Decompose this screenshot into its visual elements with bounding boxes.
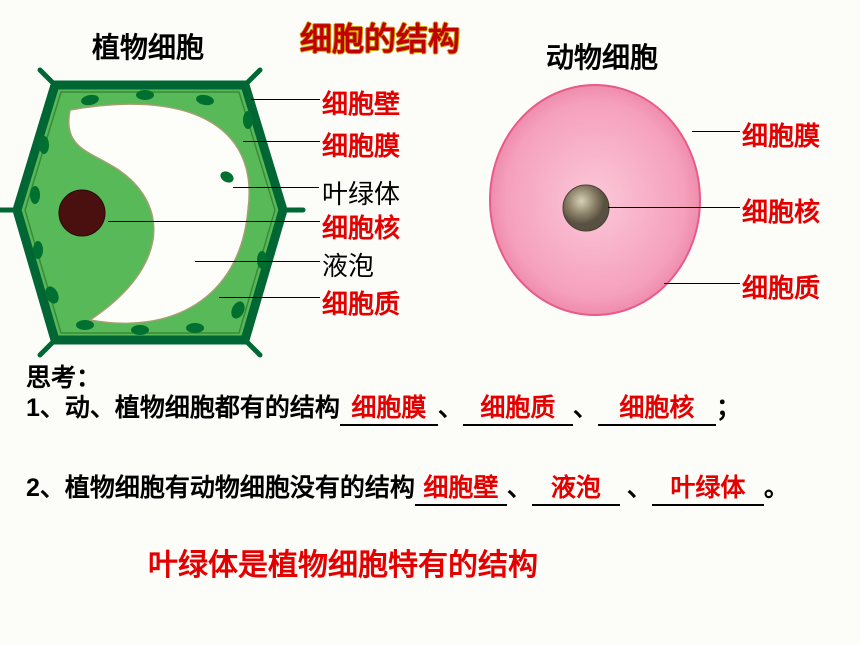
q1-answer-3: 细胞核 [619, 394, 694, 422]
label-cell-wall: 细胞壁 [322, 84, 400, 121]
question-1: 1、动、植物细胞都有的结构细胞膜、细胞质、细胞核； [26, 388, 846, 426]
leader-line [219, 297, 320, 298]
q1-answer-1: 细胞膜 [351, 394, 426, 422]
leader-line [664, 283, 740, 284]
q1-answer-2: 细胞质 [480, 394, 555, 422]
q2-answer-3: 叶绿体 [670, 474, 745, 502]
animal-cell-diagram [480, 76, 720, 336]
leader-line [608, 207, 740, 208]
leader-line [243, 141, 320, 142]
label-cytoplasm-plant: 细胞质 [322, 284, 400, 321]
nucleus-animal [563, 185, 609, 231]
leader-line [692, 131, 740, 132]
animal-cell-heading: 动物细胞 [546, 36, 658, 76]
q2-answer-2: 液泡 [551, 474, 601, 502]
q2-prefix: 2、植物细胞有动物细胞没有的结构 [26, 474, 415, 502]
label-chloroplast: 叶绿体 [322, 174, 400, 211]
q1-prefix: 1、动、植物细胞都有的结构 [26, 394, 340, 422]
question-2: 2、植物细胞有动物细胞没有的结构细胞壁、液泡 、叶绿体。 [26, 468, 846, 506]
leader-line [251, 99, 320, 100]
leader-line [195, 261, 320, 262]
q2-answer-1: 细胞壁 [423, 474, 498, 502]
conclusion: 叶绿体是植物细胞特有的结构 [148, 540, 538, 584]
label-nucleus-animal: 细胞核 [742, 192, 820, 229]
label-cell-membrane-plant: 细胞膜 [322, 126, 400, 163]
label-cell-membrane-animal: 细胞膜 [742, 116, 820, 153]
label-vacuole: 液泡 [322, 246, 374, 283]
leader-line [233, 187, 319, 188]
leader-line [108, 221, 320, 222]
label-nucleus-plant: 细胞核 [322, 208, 400, 245]
label-cytoplasm-animal: 细胞质 [742, 268, 820, 305]
